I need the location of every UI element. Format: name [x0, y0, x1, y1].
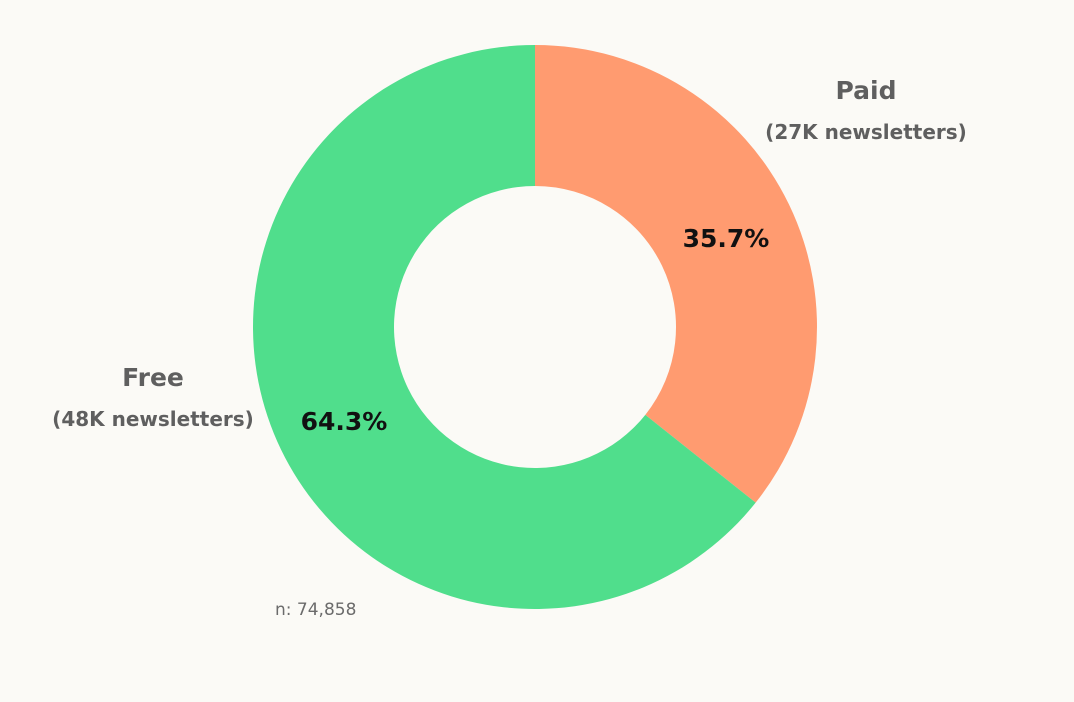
- value-label-free: 64.3%: [301, 407, 388, 436]
- value-label-paid: 35.7%: [683, 224, 770, 253]
- donut-slices: [252, 45, 817, 609]
- detail-free: (48K newsletters): [52, 407, 254, 431]
- label-free: Free: [122, 363, 184, 392]
- slice-paid: [535, 45, 817, 503]
- detail-paid: (27K newsletters): [765, 120, 967, 144]
- slice-free: [252, 45, 756, 609]
- label-paid: Paid: [836, 76, 897, 105]
- sample-size-note: n: 74,858: [275, 600, 356, 620]
